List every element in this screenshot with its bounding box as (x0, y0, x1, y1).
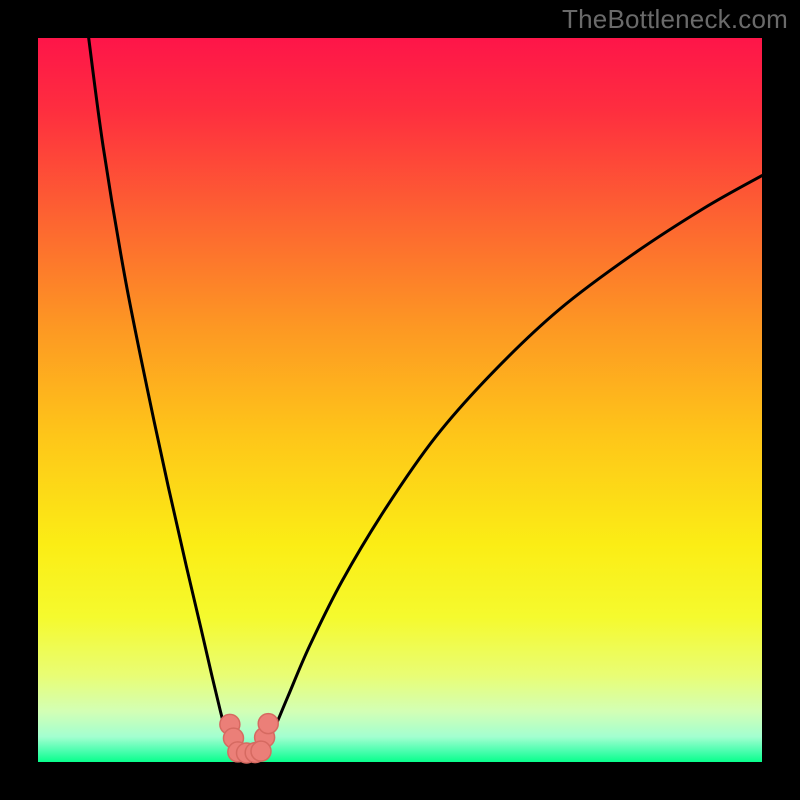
plot-area (38, 38, 762, 762)
chart-root: TheBottleneck.com (0, 0, 800, 800)
bottleneck-chart (0, 0, 800, 800)
marker-dot (258, 714, 278, 734)
marker-dot (251, 741, 271, 761)
watermark-text: TheBottleneck.com (562, 4, 788, 35)
